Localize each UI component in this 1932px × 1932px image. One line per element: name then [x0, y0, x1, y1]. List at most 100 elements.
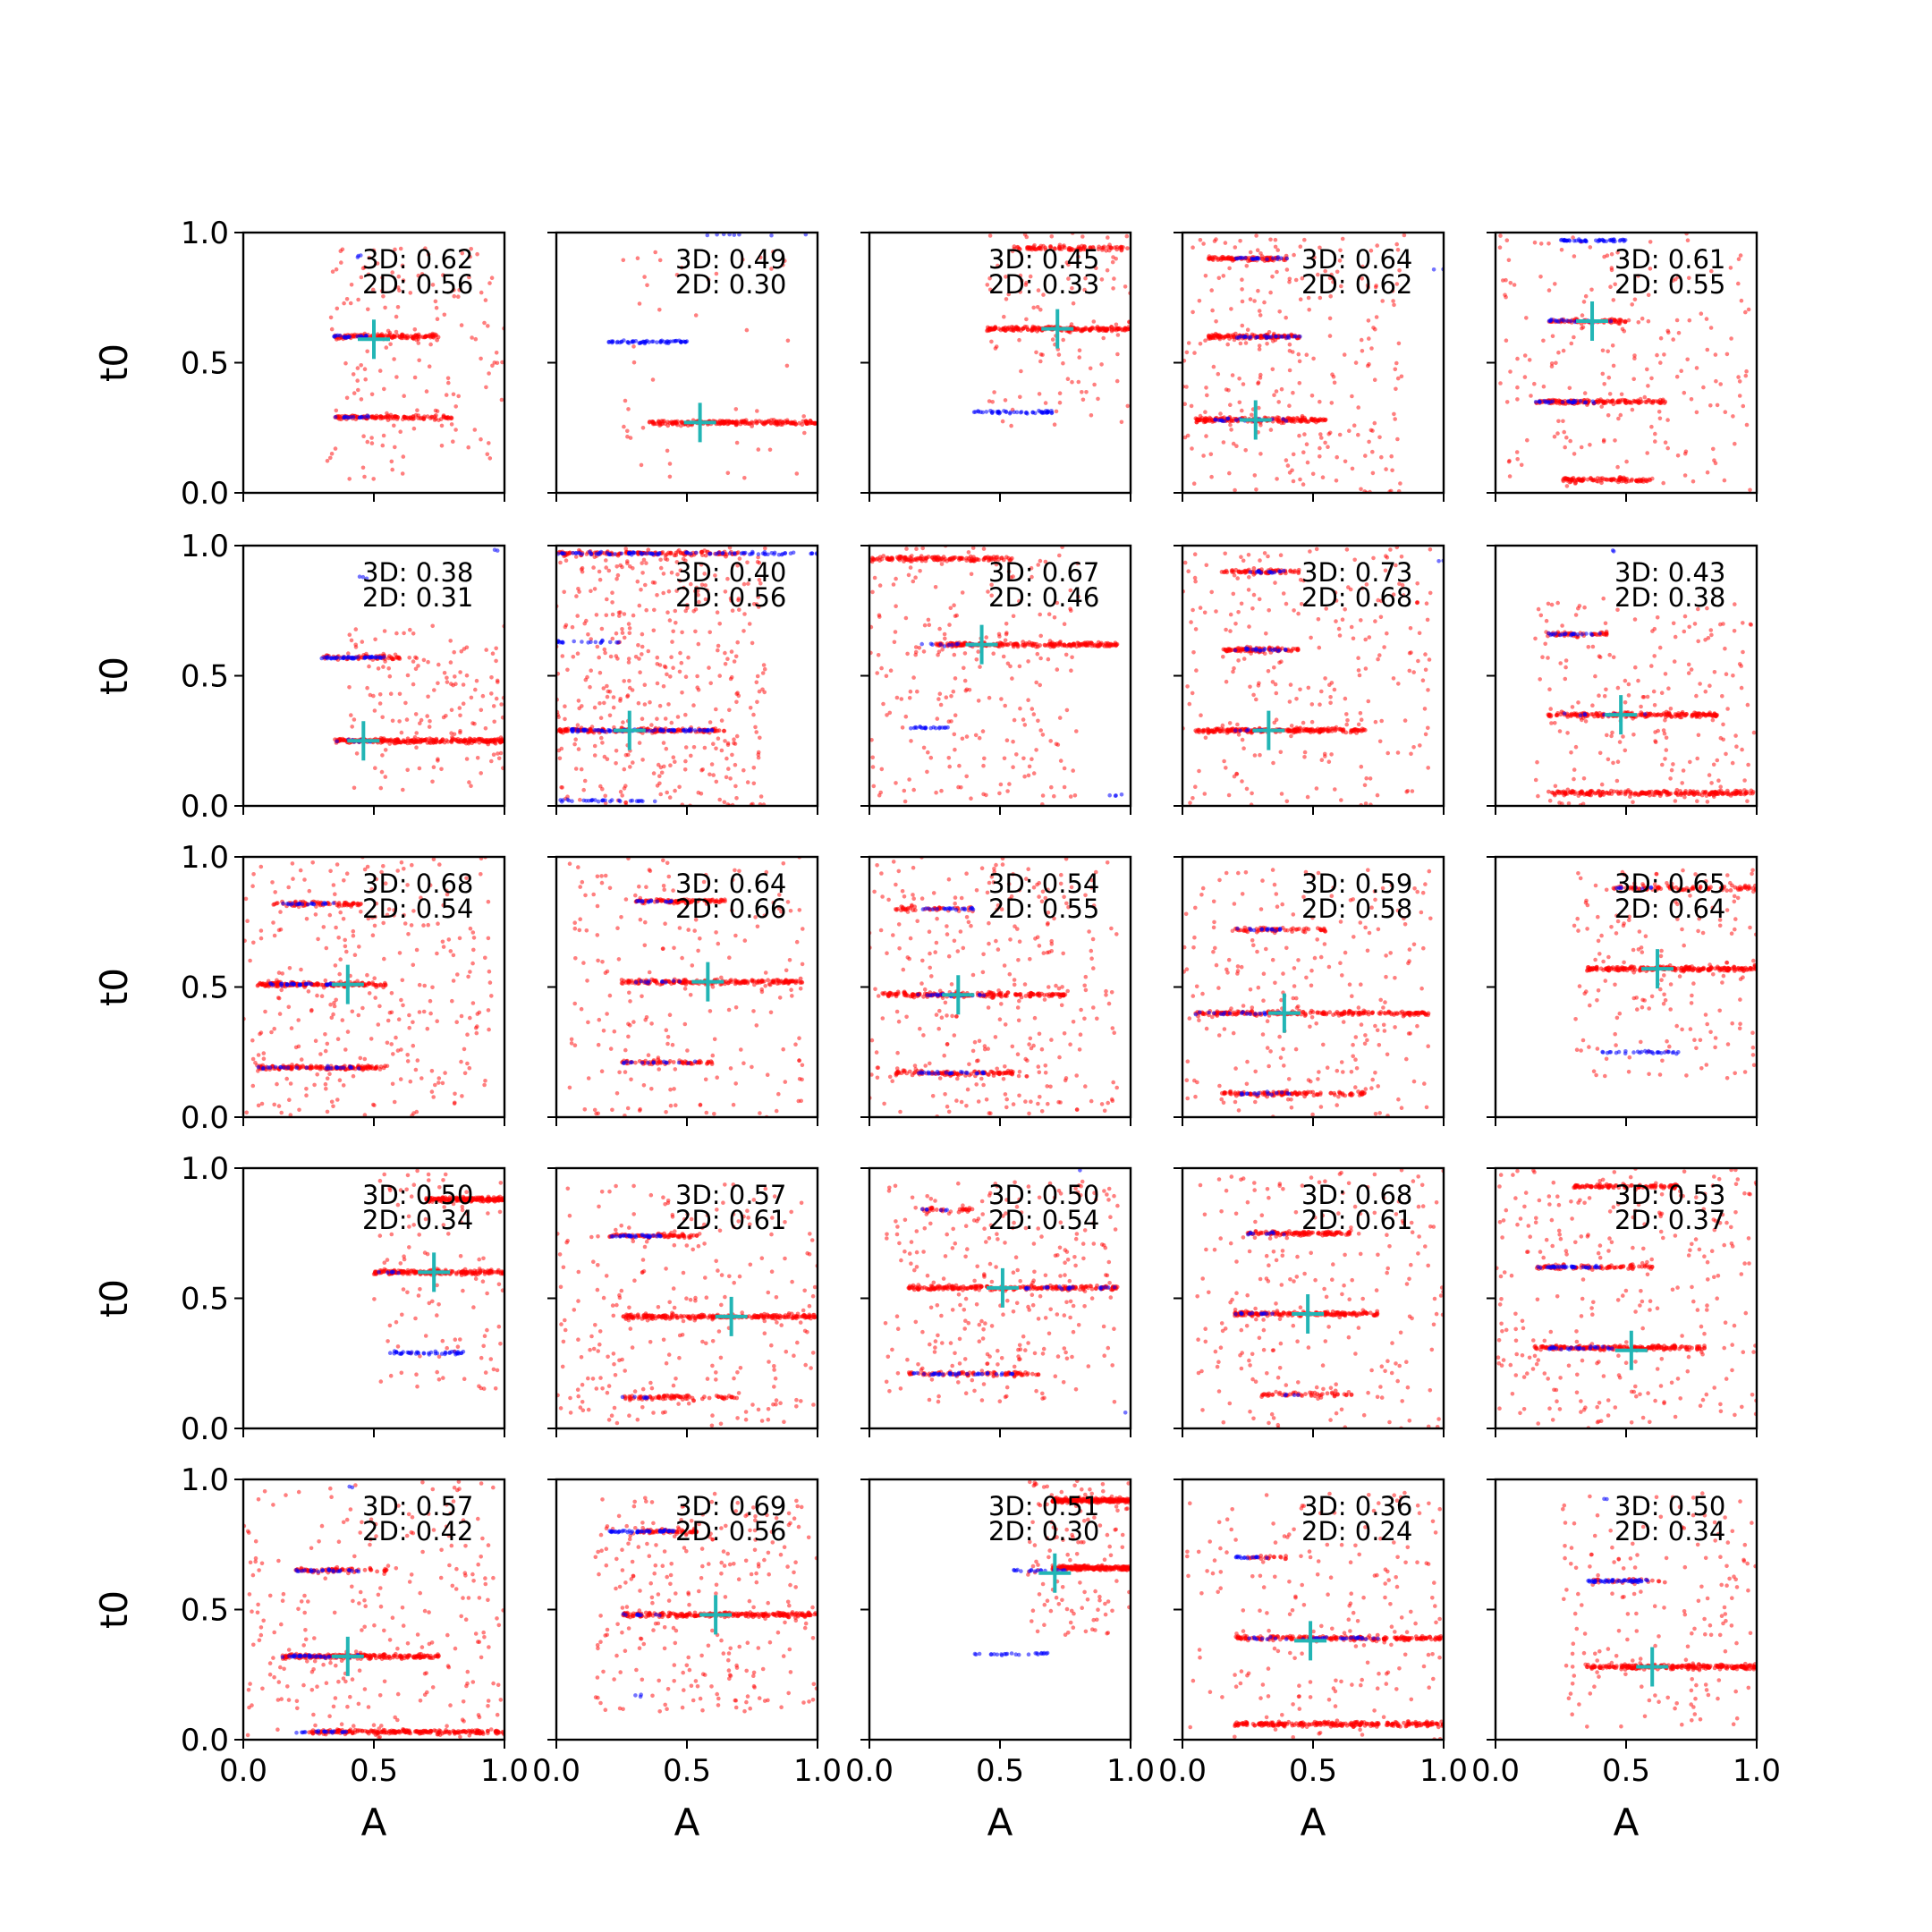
- scatter-point: [414, 731, 419, 735]
- best-fit-marker: [1576, 301, 1609, 341]
- scatter-point: [349, 638, 354, 643]
- scatter-point: [1105, 326, 1109, 331]
- scatter-point: [386, 738, 391, 743]
- scatter-point: [1105, 267, 1110, 273]
- scatter-point: [610, 340, 614, 345]
- scatter-point: [599, 626, 605, 631]
- scatter-point: [733, 407, 739, 411]
- scatter-point: [1184, 385, 1189, 389]
- scatter-point: [1241, 657, 1247, 661]
- scatter-point: [461, 701, 466, 706]
- scatter-point: [1665, 445, 1670, 451]
- scatter-point: [1610, 343, 1615, 348]
- scatter-point: [1580, 325, 1586, 330]
- scatter-point: [387, 674, 393, 679]
- scatter-point: [459, 649, 464, 654]
- scatter-point: [734, 796, 739, 801]
- scatter-point: [685, 603, 690, 607]
- scatter-point: [1674, 318, 1680, 323]
- scatter-point: [617, 614, 622, 618]
- scatter-point: [689, 551, 693, 556]
- scatter-point: [800, 422, 805, 428]
- scatter-point: [494, 696, 499, 701]
- scatter-point: [1653, 439, 1657, 444]
- scatter-point: [348, 301, 353, 306]
- scatter-point: [876, 653, 881, 657]
- scatter-point: [1082, 244, 1087, 249]
- scatter-point: [484, 648, 488, 652]
- scatter-point: [1004, 297, 1009, 301]
- scatter-point: [1376, 597, 1380, 603]
- scatter-point: [1017, 337, 1021, 343]
- scatter-point: [933, 585, 938, 589]
- scatter-point: [564, 558, 569, 563]
- scatter-point: [1546, 242, 1551, 246]
- scatter-point: [946, 642, 952, 648]
- scatter-point: [1602, 254, 1606, 259]
- scatter-point: [383, 775, 388, 779]
- scatter-point: [1038, 656, 1043, 661]
- scatter-point: [1275, 477, 1279, 481]
- scatter-point: [989, 593, 994, 598]
- scatter-point: [1233, 622, 1238, 626]
- scatter-point: [453, 682, 458, 686]
- scatter-point: [1273, 244, 1278, 250]
- scatter-point: [987, 275, 992, 281]
- scatter-point: [946, 756, 952, 760]
- scatter-point: [1203, 274, 1208, 278]
- scatter-point: [597, 577, 603, 582]
- scatter-point: [1270, 680, 1275, 684]
- scatter-point: [999, 697, 1004, 701]
- scatter-point: [444, 393, 449, 397]
- scatter-point: [559, 800, 564, 804]
- scatter-point: [1192, 351, 1197, 355]
- scatter-point: [598, 716, 604, 720]
- y-tick-label: 1.0: [181, 216, 229, 251]
- scatter-point: [354, 751, 360, 756]
- scatter-point: [649, 723, 654, 727]
- scatter-point: [1744, 369, 1749, 374]
- scatter-point: [421, 416, 426, 421]
- scatter-point: [1600, 476, 1605, 481]
- scatter-point: [689, 581, 693, 587]
- scatter-point: [474, 678, 479, 683]
- scatter-point: [1613, 282, 1617, 287]
- scatter-point: [1658, 360, 1663, 365]
- scatter-point: [426, 694, 430, 699]
- scatter-point: [1601, 238, 1606, 243]
- scatter-point: [1025, 411, 1030, 416]
- scatter-point: [1241, 558, 1246, 564]
- scatter-point: [741, 581, 747, 587]
- scatter-point: [1247, 624, 1251, 629]
- scatter-point: [1613, 318, 1617, 323]
- scatter-point: [1275, 419, 1280, 423]
- scatter-point: [1615, 464, 1620, 470]
- scatter-point: [1579, 445, 1584, 450]
- scatter-point: [658, 557, 663, 563]
- scatter-point: [1349, 624, 1354, 630]
- scatter-point: [392, 357, 396, 361]
- scatter-point: [1284, 601, 1289, 606]
- scatter-point: [723, 739, 727, 743]
- scatter-point: [708, 630, 712, 635]
- scatter-point: [905, 651, 910, 657]
- scatter-point: [1561, 348, 1566, 353]
- scatter-point: [1683, 449, 1689, 454]
- scatter-point: [730, 419, 735, 425]
- scatter-point: [1546, 288, 1552, 292]
- scatter-point: [717, 797, 722, 802]
- score-annotation: 2D: 0.56: [362, 269, 473, 300]
- scatter-point: [1062, 245, 1067, 250]
- scatter-point: [1394, 360, 1399, 366]
- scatter-point: [1253, 257, 1258, 261]
- scatter-point: [651, 339, 656, 344]
- scatter-point: [371, 477, 377, 481]
- scatter-point: [1061, 337, 1065, 343]
- scatter-point: [367, 664, 371, 669]
- scatter-point: [656, 419, 661, 424]
- scatter-point: [1610, 398, 1614, 403]
- scatter-point: [400, 263, 405, 268]
- scatter-point: [1052, 615, 1057, 620]
